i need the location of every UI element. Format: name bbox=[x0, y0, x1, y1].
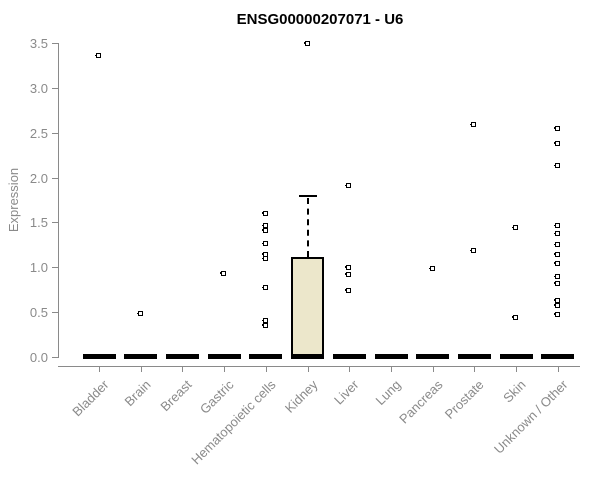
data-point bbox=[428, 266, 435, 272]
y-tick-mark bbox=[52, 311, 58, 313]
data-point bbox=[512, 225, 519, 231]
data-point bbox=[345, 271, 352, 277]
data-point bbox=[261, 227, 268, 233]
chart-title: ENSG00000207071 - U6 bbox=[236, 11, 404, 28]
median-bar bbox=[207, 354, 241, 359]
y-tick-mark bbox=[52, 356, 58, 358]
y-tick-label: 3.0 bbox=[29, 81, 48, 96]
median-bar bbox=[291, 354, 325, 359]
data-point bbox=[261, 285, 268, 291]
x-tick-mark bbox=[140, 366, 142, 372]
data-point bbox=[553, 311, 560, 317]
y-tick-label: 1.5 bbox=[29, 215, 48, 231]
upper-whisker bbox=[306, 198, 309, 258]
x-axis-line bbox=[58, 366, 580, 367]
data-point bbox=[512, 314, 519, 320]
x-tick-mark bbox=[349, 366, 351, 372]
x-tick-mark bbox=[99, 366, 100, 372]
data-point bbox=[553, 297, 560, 303]
median-bar bbox=[124, 354, 158, 359]
data-point bbox=[470, 122, 477, 128]
x-tick-mark bbox=[432, 366, 434, 372]
median-bar bbox=[499, 354, 533, 359]
x-tick-mark bbox=[265, 366, 267, 372]
data-point bbox=[261, 256, 268, 262]
data-point bbox=[553, 231, 560, 237]
y-axis-line bbox=[58, 43, 59, 358]
data-point bbox=[553, 163, 560, 169]
median-bar bbox=[416, 354, 450, 359]
whisker-cap bbox=[298, 195, 317, 198]
y-axis-label: Expression bbox=[6, 167, 21, 233]
y-tick-label: 0.0 bbox=[29, 349, 48, 365]
y-tick-label: 2.5 bbox=[29, 125, 48, 141]
median-bar bbox=[332, 354, 366, 359]
median-bar bbox=[457, 354, 491, 359]
y-tick-mark bbox=[52, 88, 58, 89]
x-tick-mark bbox=[182, 366, 184, 372]
median-bar bbox=[374, 354, 408, 359]
data-point bbox=[553, 223, 560, 229]
median-bar bbox=[541, 354, 575, 359]
x-tick-mark bbox=[391, 366, 393, 372]
y-tick-mark bbox=[52, 43, 58, 45]
data-point bbox=[553, 302, 560, 308]
y-tick-mark bbox=[52, 177, 58, 179]
data-point bbox=[261, 210, 268, 216]
data-point bbox=[220, 270, 227, 276]
y-tick-mark bbox=[52, 132, 58, 134]
data-point bbox=[553, 280, 560, 286]
y-tick-label: 2.0 bbox=[29, 170, 48, 186]
data-point bbox=[553, 125, 560, 131]
data-point bbox=[95, 53, 101, 59]
y-tick-label: 1.0 bbox=[29, 260, 48, 275]
y-tick-mark bbox=[52, 222, 58, 224]
median-bar bbox=[82, 354, 116, 359]
y-tick-mark bbox=[52, 267, 58, 268]
x-tick-mark bbox=[474, 366, 476, 372]
data-point bbox=[553, 251, 560, 257]
x-tick-mark bbox=[224, 366, 226, 372]
median-bar bbox=[249, 354, 283, 359]
data-point bbox=[553, 260, 560, 266]
data-point bbox=[261, 241, 268, 247]
x-tick-mark bbox=[307, 366, 309, 372]
data-point bbox=[553, 140, 560, 146]
data-point bbox=[553, 242, 560, 248]
data-point bbox=[345, 287, 352, 293]
x-tick-mark bbox=[516, 366, 518, 372]
data-point bbox=[345, 264, 352, 270]
y-tick-label: 3.5 bbox=[29, 36, 48, 52]
data-point bbox=[136, 311, 143, 317]
box bbox=[291, 257, 325, 357]
y-tick-label: 0.5 bbox=[29, 304, 48, 320]
x-tick-mark bbox=[557, 366, 559, 372]
data-point bbox=[261, 322, 268, 328]
data-point bbox=[470, 248, 477, 254]
data-point bbox=[345, 183, 352, 189]
data-point bbox=[303, 40, 310, 46]
data-point bbox=[553, 274, 560, 280]
median-bar bbox=[165, 354, 199, 359]
